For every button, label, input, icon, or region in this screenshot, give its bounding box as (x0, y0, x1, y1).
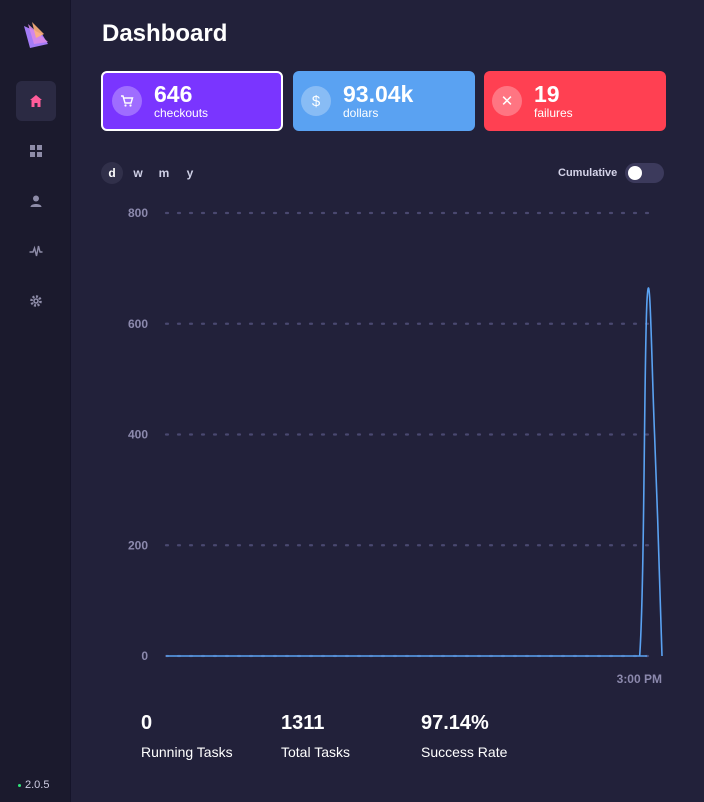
checkouts-value: 646 (154, 81, 193, 107)
running-tasks-label: Running Tasks (141, 744, 233, 760)
user-icon (30, 195, 42, 207)
failures-card[interactable]: ✕ 19 failures (484, 71, 666, 131)
gear-icon (30, 295, 42, 307)
page-title: Dashboard (102, 20, 228, 47)
cumulative-toggle[interactable] (625, 163, 665, 183)
x-tick-label: 3:00 PM (617, 672, 662, 686)
sidebar-item-activity[interactable] (16, 231, 56, 271)
dollar-icon: $ (301, 86, 331, 116)
activity-icon (29, 245, 43, 257)
sidebar-item-dashboard[interactable] (16, 131, 56, 171)
status-dot (18, 783, 21, 787)
sidebar-item-home[interactable] (16, 81, 56, 121)
failures-value: 19 (534, 81, 560, 107)
y-tick-label: 800 (128, 206, 148, 220)
checkouts-label: checkouts (154, 106, 209, 120)
running-tasks-stat: 0 Running Tasks (141, 712, 233, 760)
range-year[interactable]: y (186, 166, 194, 180)
x-icon: ✕ (492, 86, 522, 116)
checkouts-card[interactable]: 646 checkouts (101, 71, 283, 131)
checkouts-chart: 0 200 400 600 800 3:00 PM (128, 206, 663, 686)
success-rate-value: 97.14% (421, 712, 489, 734)
total-tasks-label: Total Tasks (281, 744, 350, 760)
toggle-knob (628, 166, 643, 180)
total-tasks-stat: 1311 Total Tasks (281, 712, 350, 760)
y-tick-label: 200 (128, 538, 148, 552)
version-label: 2.0.5 (18, 779, 49, 791)
success-rate-stat: 97.14% Success Rate (421, 712, 507, 760)
grid-icon (30, 145, 42, 157)
cart-icon (112, 86, 142, 116)
dollars-label: dollars (343, 106, 379, 120)
sidebar-item-settings[interactable] (16, 281, 56, 321)
range-month[interactable]: m (158, 166, 170, 180)
dollars-card[interactable]: $ 93.04k dollars (293, 71, 475, 131)
time-range-selector: d w m y (101, 162, 201, 184)
cumulative-label: Cumulative (558, 167, 618, 179)
sidebar: 2.0.5 (0, 0, 71, 802)
y-tick-label: 0 (141, 649, 148, 663)
running-tasks-value: 0 (141, 712, 153, 734)
logo-icon[interactable] (22, 20, 50, 50)
y-tick-label: 400 (128, 428, 148, 442)
home-icon (30, 95, 42, 107)
failures-label: failures (534, 106, 573, 120)
range-week[interactable]: w (133, 166, 143, 180)
sidebar-item-profiles[interactable] (16, 181, 56, 221)
series-line-checkouts (166, 287, 663, 657)
cumulative-control: Cumulative (558, 163, 665, 183)
version-text: 2.0.5 (25, 779, 50, 791)
range-day[interactable]: d (101, 162, 123, 184)
total-tasks-value: 1311 (281, 712, 325, 734)
dollars-value: 93.04k (343, 81, 414, 107)
success-rate-label: Success Rate (421, 744, 508, 760)
y-tick-label: 600 (128, 317, 148, 331)
